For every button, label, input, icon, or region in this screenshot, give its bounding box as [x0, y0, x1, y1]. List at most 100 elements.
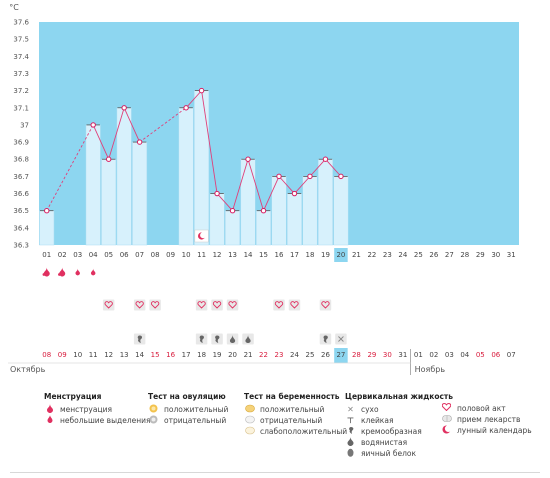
date-label: 02: [429, 351, 438, 359]
legend-item-watery: водянистая: [345, 436, 453, 448]
date-label: 15: [151, 351, 160, 359]
legend-ovulation-title: Тест на овуляцию: [148, 392, 226, 401]
legend-item-dry: ✕ сухо: [345, 404, 453, 415]
temperature-point: [260, 207, 267, 214]
heart-icon: [135, 301, 144, 309]
cycle-day-label: 10: [182, 251, 191, 259]
heart-icon: [150, 301, 160, 309]
y-tick-label: 36.3: [13, 242, 29, 250]
moon-cutout: [200, 232, 207, 239]
y-tick-label: 37.6: [13, 19, 29, 27]
temperature-line-segment: [139, 107, 187, 143]
heart-icon: [197, 301, 206, 309]
legend-item-pregnancy-positive: положительный: [244, 404, 347, 415]
creamy-icon: [323, 335, 328, 343]
bbt-chart: °C 37.6 37.5 37.4 37.3 37.2 37.1 37 36.9 36.8 36.7…: [8, 3, 519, 375]
temperature-bar: [302, 176, 318, 246]
temperature-line-segment: [46, 124, 94, 211]
light-drop-icon: [75, 268, 80, 276]
y-tick-label: 37.2: [13, 87, 29, 95]
date-label: 01: [414, 351, 423, 359]
date-label: 06: [491, 351, 500, 359]
heart-icon: [441, 402, 452, 414]
temperature-point: [44, 207, 50, 214]
temperature-point: [229, 207, 236, 214]
heart-icon: [104, 301, 113, 309]
cycle-day-label: 19: [321, 251, 330, 259]
date-label: 30: [383, 351, 392, 359]
cycle-day-label: 25: [414, 251, 423, 259]
temperature-line-segment: [309, 158, 326, 177]
temperature-bar: [39, 210, 55, 246]
legend-item-eggwhite: яичный белок: [345, 448, 453, 459]
temperature-line-segment: [201, 90, 218, 194]
y-tick-label: 36.5: [13, 207, 29, 215]
legend-item-creamy: кремообразная: [345, 426, 453, 437]
date-label: 08: [42, 351, 51, 359]
date-label: 17: [182, 351, 191, 359]
temperature-bar: [286, 193, 302, 246]
cycle-day-label: 20: [336, 251, 345, 259]
legend-pregnancy-test: Тест на беременность положительный отриц…: [244, 392, 347, 437]
temperature-point: [322, 156, 329, 162]
y-tick-label: 37.4: [13, 53, 29, 61]
cycle-day-label: 01: [42, 251, 51, 259]
watery-icon: [229, 335, 236, 343]
temperature-bar: [225, 210, 241, 246]
cycle-day-label: 24: [398, 251, 407, 259]
temperature-line-segment: [263, 176, 280, 211]
legend-label: половой акт: [457, 404, 506, 413]
heart-icon-bg: [319, 299, 332, 311]
heart-icon-bg: [273, 299, 285, 311]
legend-label: небольшие выделения: [60, 416, 151, 425]
cycle-day-label: 22: [367, 251, 376, 259]
temperature-line-segment: [247, 159, 264, 211]
temperature-line-segment: [232, 159, 249, 211]
cycle-day-label: 11: [197, 251, 206, 259]
month-label-right: Ноябрь: [415, 365, 446, 374]
cycle-day-label: 30: [491, 251, 500, 259]
cycle-day-label: 13: [228, 251, 237, 259]
temperature-bar: [333, 176, 349, 246]
legend-item-pregnancy-weak: слабоположительный: [244, 426, 347, 437]
temperature-line-segment: [185, 90, 202, 109]
temperature-point: [245, 156, 251, 162]
heavy-drop-small: [58, 273, 61, 276]
month-label-left: Октябрь: [10, 365, 46, 374]
temperature-bar: [194, 90, 210, 246]
legend-item-intercourse: половой акт: [441, 402, 532, 414]
cycle-day-label: 23: [383, 251, 392, 259]
cycle-day-label: 31: [507, 251, 516, 259]
cycle-day-label: 04: [89, 251, 98, 259]
heart-icon: [228, 301, 237, 309]
heavy-drop-small: [42, 273, 46, 276]
temperature-bar: [116, 107, 132, 246]
date-label: 13: [120, 351, 129, 359]
temperature-line-segment: [108, 107, 125, 160]
y-tick-label: 36.4: [13, 224, 29, 232]
temperature-bar: [85, 124, 101, 246]
date-label: 09: [58, 351, 67, 359]
y-tick-label: 36.9: [13, 139, 29, 147]
dry-icon: ✕: [347, 405, 354, 414]
heart-icon-bg: [226, 299, 239, 311]
heavy-drop-icon: [44, 403, 55, 416]
creamy-icon: [137, 335, 143, 343]
date-label: 05: [476, 351, 485, 359]
cycle-day-label: 15: [259, 251, 268, 259]
temperature-point: [105, 156, 112, 162]
legend-fluid-title: Цервикальная жидкость: [345, 392, 454, 401]
legend-item-spotting: небольшие выделения: [44, 415, 151, 426]
legend-item-pregnancy-negative: отрицательный: [244, 415, 347, 426]
cycle-day-label: 18: [306, 251, 315, 259]
test-weak-icon: [244, 426, 255, 438]
date-label: 26: [321, 351, 330, 359]
cycle-day-label: 28: [460, 251, 469, 259]
date-label: 31: [398, 351, 407, 359]
heart-icon: [274, 301, 284, 309]
date-label: 24: [290, 351, 299, 359]
temperature-point: [136, 139, 143, 145]
date-label: 12: [104, 351, 113, 359]
legend-item-ovulation-positive: положительный: [148, 404, 228, 415]
heart-icon-bg: [149, 299, 161, 311]
